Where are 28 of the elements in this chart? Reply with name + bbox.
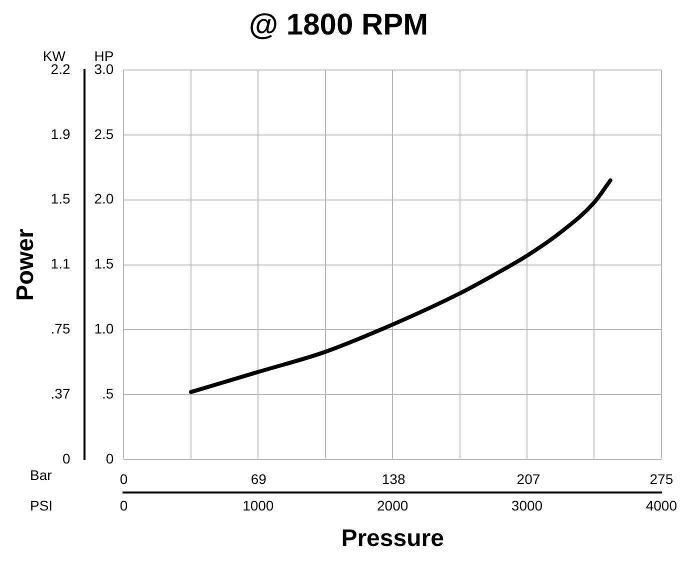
- y2-tick-label: 0: [106, 450, 114, 466]
- x-tick-label: 4000: [646, 498, 678, 514]
- y2-tick-label: 2.5: [94, 126, 114, 142]
- y2-tick-label: 1.0: [94, 320, 114, 337]
- x-axis-title: Pressure: [341, 525, 444, 552]
- line-series: [188, 178, 612, 394]
- y-tick-label: 0: [62, 450, 70, 466]
- x-tick-label: 2000: [377, 498, 408, 514]
- text: PSI: [30, 497, 53, 514]
- y-tick-label: .37: [50, 386, 70, 402]
- x2-tick-label: 275: [650, 470, 674, 487]
- y-tick-label: 1.1: [50, 256, 70, 272]
- x2-tick-label: 207: [516, 470, 540, 487]
- y2-tick-label: .5: [102, 386, 114, 402]
- x2-tick-label: 0: [120, 470, 128, 487]
- text: Bar: [30, 466, 52, 483]
- y-tick-label: 1.5: [50, 190, 70, 207]
- x-tick-label: 3000: [511, 498, 543, 514]
- x-tick-label: 0: [120, 498, 128, 514]
- y-tick-label: 1.9: [50, 126, 70, 142]
- x2-tick-label: 138: [382, 470, 406, 487]
- y2-tick-label: 1.5: [94, 256, 114, 272]
- x2-tick-label: 69: [250, 470, 267, 487]
- x-tick-label: 1000: [242, 498, 274, 514]
- y-tick-label: .75: [50, 320, 70, 337]
- y2-tick-label: 2.0: [94, 190, 114, 207]
- y-axis-title: Power: [12, 228, 40, 301]
- chart-title: @ 1800 RPM: [248, 8, 428, 42]
